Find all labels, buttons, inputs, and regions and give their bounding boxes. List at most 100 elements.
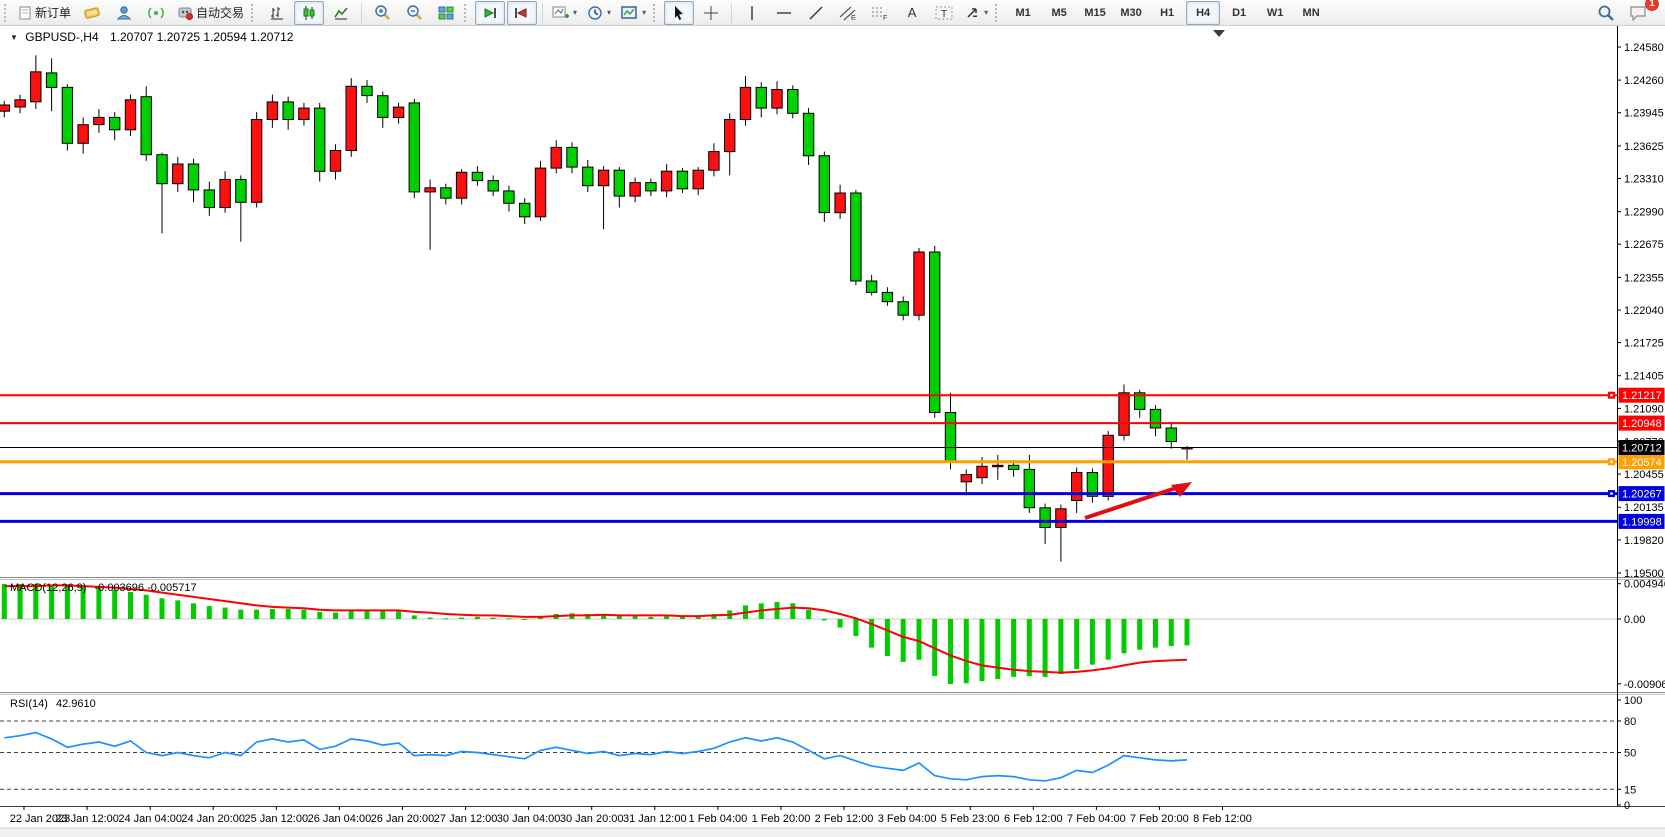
tile-windows-button[interactable]	[431, 1, 461, 25]
candle-down	[1086, 472, 1099, 497]
macd-bar	[380, 611, 386, 619]
price-label-box	[1618, 440, 1665, 455]
macd-bar	[175, 600, 181, 619]
search-icon	[1598, 5, 1614, 21]
zoom-out-icon	[406, 5, 422, 20]
timeframe-m30-button[interactable]: M30	[1120, 6, 1142, 19]
candle-down	[377, 95, 389, 118]
candle-down	[235, 179, 247, 203]
macd-bar	[1042, 619, 1048, 677]
macd-bar	[64, 585, 70, 619]
zoom-out-button[interactable]	[399, 1, 429, 25]
vertical-line-tool-button[interactable]	[737, 1, 767, 25]
annotation-arrow[interactable]	[1084, 484, 1183, 520]
cursor-tool-button[interactable]	[664, 0, 695, 25]
price-tick-label: 1.23625	[1624, 141, 1664, 153]
macd-bar	[427, 617, 433, 619]
svg-text:F: F	[883, 15, 887, 21]
zoom-in-button[interactable]	[367, 1, 397, 25]
price-tick-label: 1.20135	[1624, 502, 1664, 514]
channel-tool-button[interactable]: E	[833, 1, 863, 25]
crosshair-tool-button[interactable]	[696, 1, 726, 25]
price-tick-label: 1.23945	[1624, 108, 1664, 120]
timeframe-h4-button[interactable]: H4	[1186, 0, 1221, 25]
fibonacci-tool-button[interactable]: F	[865, 1, 895, 25]
bar-chart-button[interactable]	[262, 1, 292, 25]
macd-axis-label: 0.00	[1624, 614, 1645, 626]
auto-trading-button[interactable]: 自动交易	[173, 1, 248, 25]
chart-canvas[interactable]: 1.24580 1.24260 1.23945 1.23625 1.23310 1.229…	[0, 26, 1665, 837]
candle-down	[471, 171, 484, 182]
new-chart-button[interactable]: ▾	[548, 1, 581, 25]
timeframe-m15-button[interactable]: M15	[1084, 6, 1106, 19]
timeframe-m5-button[interactable]: M5	[1051, 6, 1067, 19]
timeframe-w1-button[interactable]: W1	[1266, 6, 1284, 19]
time-label: 6 Feb 12:00	[1004, 813, 1063, 825]
cursor-icon	[675, 5, 684, 20]
time-label: 24 Jan 20:00	[181, 813, 245, 825]
toolbar-drag-handle[interactable]	[4, 3, 10, 22]
macd-bar	[695, 616, 701, 619]
toolbar-drag-handle[interactable]	[995, 3, 1001, 22]
candle-up	[976, 465, 988, 479]
timeframe-m1-button[interactable]: M1	[1015, 6, 1031, 19]
macd-bar	[317, 611, 323, 619]
price-label-box	[1618, 415, 1665, 431]
signals-button[interactable]	[141, 1, 171, 25]
timeframe-mn-button[interactable]: MN	[1302, 6, 1320, 19]
chart-shift-button[interactable]	[507, 0, 538, 25]
macd-bar	[396, 611, 402, 619]
macd-bar	[333, 612, 338, 619]
candle-down	[582, 166, 594, 187]
search-button[interactable]	[1591, 1, 1621, 25]
toolbar-drag-handle[interactable]	[251, 3, 257, 22]
timeframe-h1-button[interactable]: H1	[1160, 6, 1175, 19]
candle-up	[77, 124, 89, 144]
candle-down	[519, 202, 531, 218]
macd-bar	[206, 606, 212, 619]
clock-icon	[588, 5, 602, 20]
macd-values: -0.003696 -0.005717	[94, 582, 197, 594]
chart-title-symbol: GBPUSD-,H4	[25, 30, 99, 44]
candle-up	[14, 99, 26, 108]
annotation-arrow-head[interactable]	[1171, 482, 1192, 497]
trendline-icon	[809, 6, 823, 19]
horizontal-line-tool-button[interactable]	[769, 1, 799, 25]
line-chart-button[interactable]	[326, 1, 356, 25]
candle-up	[1071, 472, 1083, 501]
rsi-value: 42.9610	[55, 698, 96, 710]
candle-down	[881, 291, 894, 303]
candle-up	[992, 464, 1004, 468]
deposit-button[interactable]	[77, 1, 107, 25]
text-tool-button[interactable]: A	[897, 1, 927, 25]
macd-bar	[869, 619, 875, 648]
time-label: 27 Jan 12:00	[434, 813, 498, 825]
text-label-tool-button[interactable]: T	[929, 1, 959, 25]
new-order-button[interactable]: 新订单	[15, 1, 75, 25]
candle-up	[629, 182, 641, 197]
rsi-axis-label: 80	[1624, 716, 1636, 728]
svg-text:T: T	[941, 9, 947, 20]
time-label: 7 Feb 20:00	[1130, 813, 1189, 825]
chart-shift-marker-icon	[1213, 30, 1225, 37]
templates-button[interactable]: ▾	[617, 1, 650, 25]
candle-up	[771, 89, 783, 109]
chart-title: ▼ GBPUSD-,H4 1.20707 1.20725 1.20594 1.2…	[10, 30, 293, 44]
trendline-tool-button[interactable]	[801, 1, 831, 25]
timeframe-d1-button[interactable]: D1	[1232, 6, 1247, 19]
auto-scroll-button[interactable]	[475, 0, 506, 25]
rsi-label: RSI(14)	[10, 698, 48, 710]
community-button[interactable]	[109, 1, 139, 25]
candlestick-chart-button[interactable]	[294, 0, 325, 25]
symbol-dropdown-icon[interactable]: ▼	[10, 33, 18, 42]
macd-bar	[601, 614, 607, 619]
price-tick-label: 1.21405	[1624, 371, 1664, 383]
notifications-button[interactable]: 1	[1623, 0, 1659, 25]
arrows-tool-button[interactable]: ▾	[961, 1, 992, 25]
time-label: 3 Feb 04:00	[878, 813, 937, 825]
toolbar-drag-handle[interactable]	[464, 3, 470, 22]
macd-bar	[49, 584, 55, 619]
candle-down	[1165, 427, 1177, 442]
toolbar-drag-handle[interactable]	[653, 3, 659, 22]
periods-button[interactable]: ▾	[583, 1, 615, 25]
